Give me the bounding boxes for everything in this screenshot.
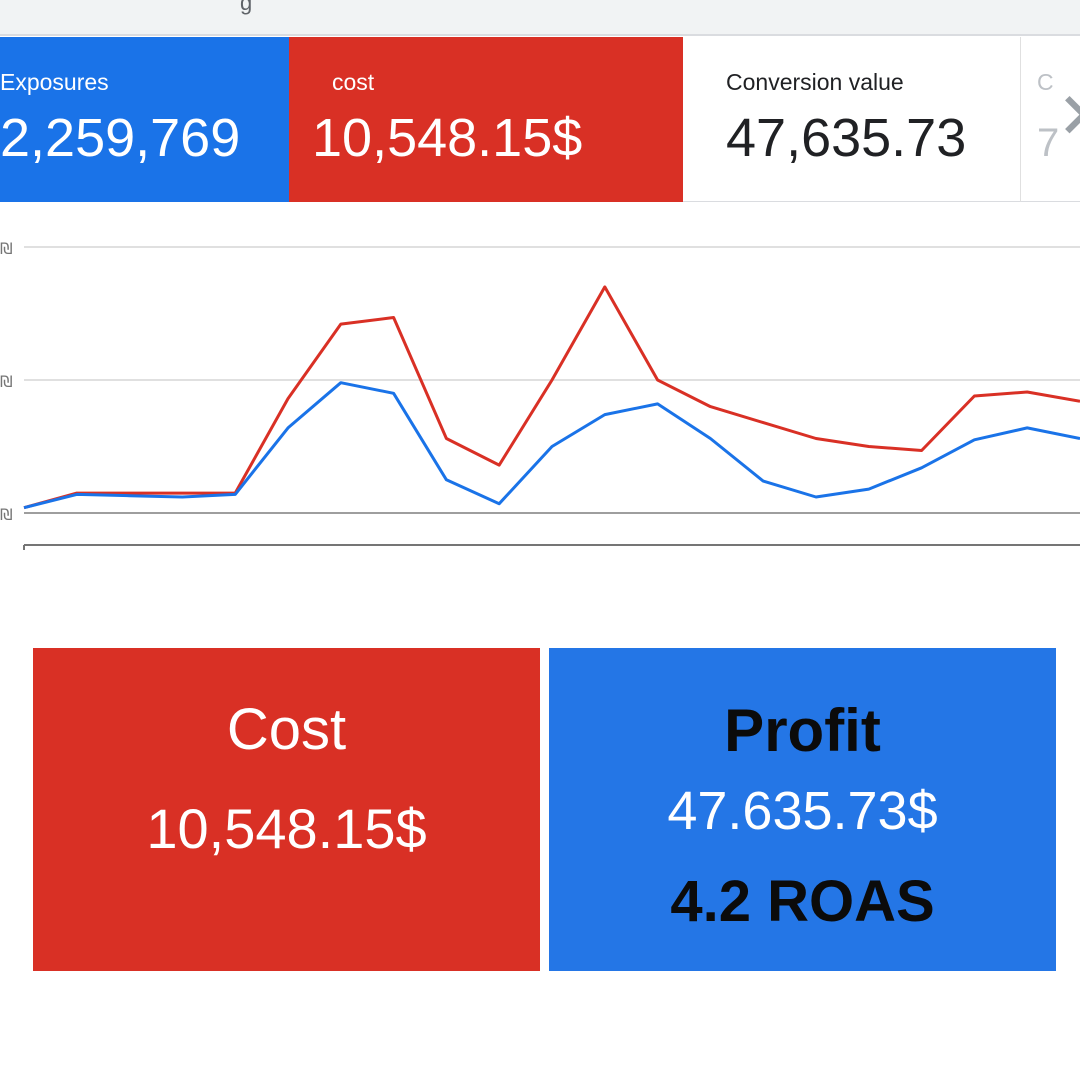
metric-value: 47,635.73 bbox=[726, 108, 967, 168]
metric-value: 10,548.15$ bbox=[312, 108, 583, 168]
metric-value: 7 bbox=[1037, 121, 1060, 165]
metric-card-cost[interactable]: cost 10,548.15$ bbox=[289, 37, 683, 202]
summary-cost-card: Cost 10,548.15$ bbox=[33, 648, 540, 971]
y-tick-label: ₪ bbox=[0, 372, 13, 391]
metric-value: 2,259,769 bbox=[0, 108, 241, 168]
series-layer bbox=[23, 285, 1080, 510]
cut-off-header-text: g bbox=[240, 0, 253, 15]
summary-cost-title: Cost bbox=[226, 697, 347, 762]
series-line-cost bbox=[23, 285, 1080, 510]
summary-roas: 4.2 ROAS bbox=[670, 869, 935, 934]
metric-label: cost bbox=[332, 69, 375, 95]
summary-profit-value: 47.635.73$ bbox=[667, 781, 938, 841]
browser-strip: g bbox=[0, 0, 1080, 36]
series-line-exposures bbox=[23, 381, 1080, 510]
metric-label: Exposures bbox=[0, 69, 109, 95]
summary-cost-value: 10,548.15$ bbox=[146, 797, 427, 860]
metric-label: C bbox=[1037, 69, 1054, 95]
summary-profit-card: Profit 47.635.73$ 4.2 ROAS bbox=[549, 648, 1056, 971]
metric-label: Conversion value bbox=[726, 69, 904, 95]
metric-card-exposures[interactable]: Exposures 2,259,769 bbox=[0, 37, 289, 202]
summary-profit-title: Profit bbox=[724, 697, 881, 764]
y-tick-label: ₪ bbox=[0, 505, 13, 524]
metric-card-conversion-value[interactable]: Conversion value 47,635.73 bbox=[683, 37, 1020, 202]
line-chart: ₪ ₪ ₪ bbox=[0, 239, 1080, 550]
y-tick-label: ₪ bbox=[0, 239, 13, 258]
metric-card-partial[interactable]: C 7 ✕ bbox=[1020, 37, 1080, 202]
close-icon[interactable]: ✕ bbox=[1057, 85, 1080, 149]
